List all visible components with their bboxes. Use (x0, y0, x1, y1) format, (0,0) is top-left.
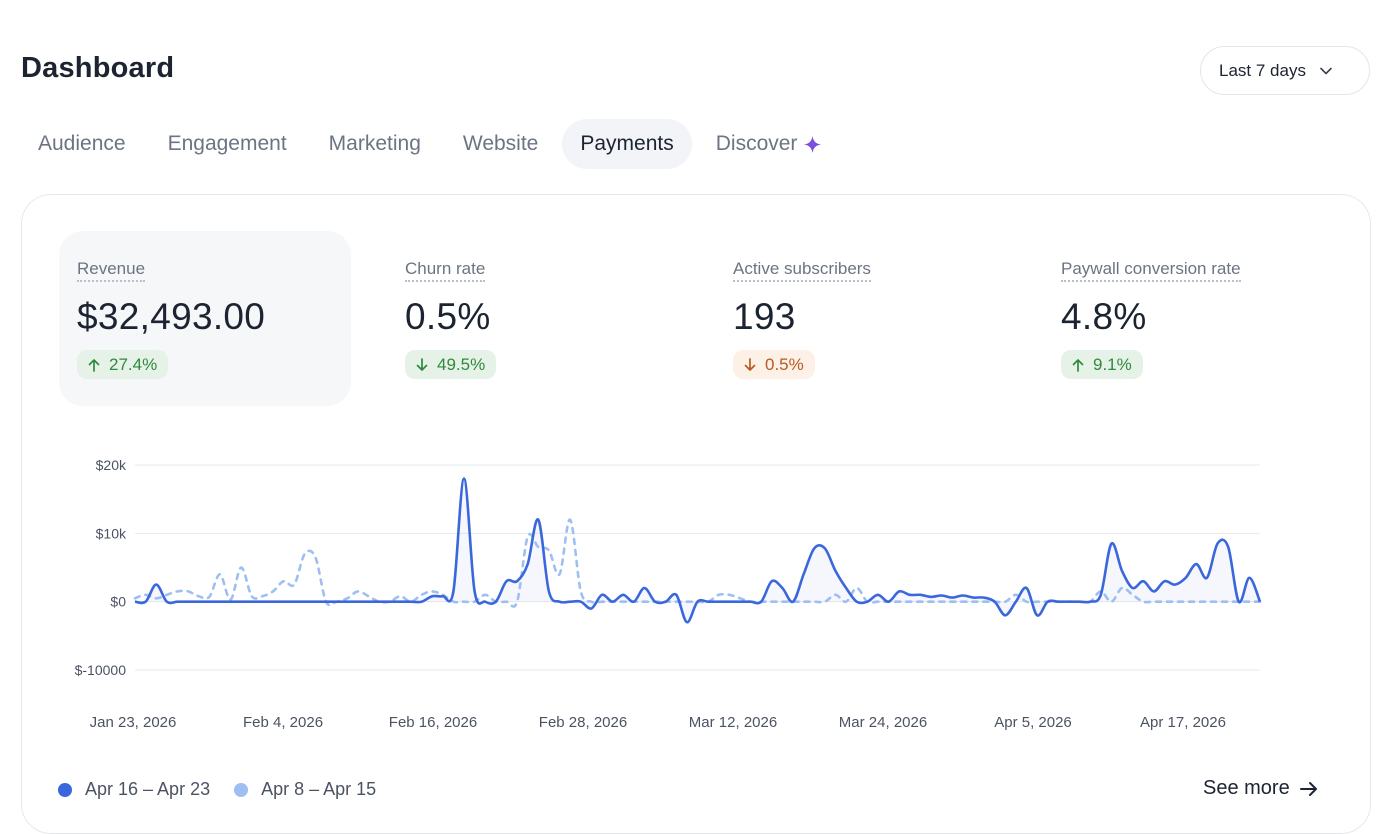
page-title: Dashboard (21, 52, 175, 84)
arrow-down-icon (416, 357, 428, 371)
metric-label: Active subscribers (733, 259, 871, 282)
revenue-line-chart[interactable]: $20k $10k $0 $-10000 Jan 23, 2026 Feb 4, 2026… (22, 195, 1370, 755)
series-line-previous (133, 518, 1262, 608)
change-badge: 49.5% (405, 350, 497, 379)
x-tick-label: Mar 12, 2026 (689, 714, 777, 731)
change-badge: 0.5% (733, 350, 815, 379)
x-tick-label: Feb 28, 2026 (539, 714, 627, 731)
metric-value: 4.8% (1061, 296, 1147, 337)
series-line-current (134, 477, 1262, 624)
metric-revenue[interactable]: Revenue $32,493.00 27.4% (59, 231, 351, 406)
metric-value: $32,493.00 (77, 296, 266, 337)
tab-discover[interactable]: Discover (698, 119, 841, 169)
y-tick-label: $-10000 (75, 662, 127, 678)
metric-label: Revenue (77, 259, 146, 282)
date-range-dropdown[interactable]: Last 7 days (1200, 46, 1370, 95)
change-badge: 9.1% (1061, 350, 1143, 379)
arrow-up-icon (1072, 358, 1084, 372)
y-tick-label: $10k (96, 525, 127, 541)
x-tick-label: Apr 17, 2026 (1140, 714, 1226, 731)
x-tick-label: Mar 24, 2026 (839, 714, 927, 731)
metric-value: 0.5% (405, 296, 491, 337)
metric-churn-rate[interactable]: Churn rate 0.5% 49.5% (387, 231, 679, 406)
metric-active-subscribers[interactable]: Active subscribers 193 0.5% (715, 231, 1007, 406)
metric-value: 193 (733, 296, 796, 337)
change-badge: 27.4% (77, 350, 169, 379)
arrow-down-icon (744, 357, 756, 371)
metric-label: Paywall conversion rate (1061, 259, 1241, 282)
see-more-link[interactable]: See more (1203, 777, 1318, 800)
chevron-down-icon (1320, 67, 1332, 74)
chart-legend: Apr 16 – Apr 23 Apr 8 – Apr 15 (58, 779, 400, 800)
sparkle-icon (804, 135, 822, 153)
metric-paywall-conversion-rate[interactable]: Paywall conversion rate 4.8% 9.1% (1043, 231, 1335, 406)
tab-engagement[interactable]: Engagement (167, 132, 287, 155)
legend-swatch-current (58, 782, 72, 797)
metric-label: Churn rate (405, 259, 486, 282)
x-tick-label: Feb 4, 2026 (243, 714, 323, 731)
x-tick-label: Jan 23, 2026 (90, 714, 177, 731)
arrow-right-icon (1299, 781, 1317, 796)
legend-swatch-previous (234, 782, 249, 797)
date-range-label: Last 7 days (1219, 60, 1306, 80)
x-tick-label: Apr 5, 2026 (994, 714, 1072, 731)
tab-bar: Audience Engagement Marketing Website Pa… (20, 119, 846, 169)
tab-marketing[interactable]: Marketing (328, 132, 421, 155)
payments-card: Revenue $32,493.00 27.4% Churn rate 0.5%… (21, 194, 1371, 834)
x-tick-label: Feb 16, 2026 (389, 714, 477, 731)
tab-payments[interactable]: Payments (562, 119, 692, 169)
y-tick-label: $0 (110, 594, 126, 610)
legend-item-previous[interactable]: Apr 8 – Apr 15 (234, 779, 376, 800)
tab-website[interactable]: Website (462, 132, 539, 155)
arrow-up-icon (88, 358, 100, 372)
legend-item-current[interactable]: Apr 16 – Apr 23 (58, 779, 210, 800)
y-tick-label: $20k (96, 457, 127, 473)
tab-audience[interactable]: Audience (38, 132, 126, 155)
